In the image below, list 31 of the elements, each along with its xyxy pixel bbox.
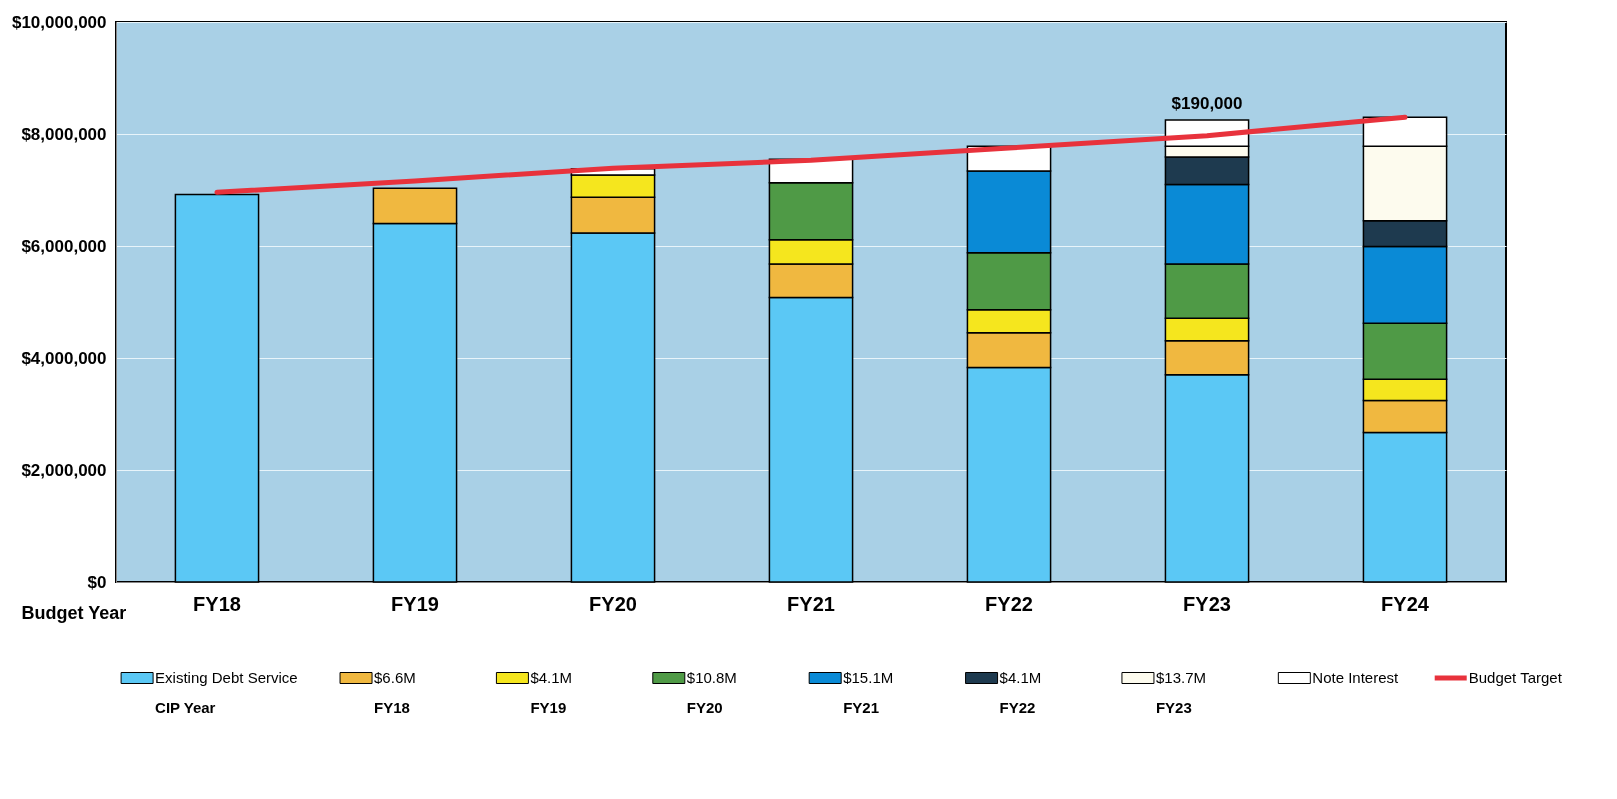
y-tick-label: $0 <box>87 572 107 592</box>
text: FY22 <box>999 699 1036 716</box>
x-tick-label: FY20 <box>589 592 637 615</box>
y-tick-label: $10,000,000 <box>11 12 107 32</box>
legend-label: $4.1M <box>530 669 573 686</box>
text: FY21 <box>843 699 880 716</box>
x-tick-label: FY23 <box>1183 592 1231 615</box>
y-tick-label: $4,000,000 <box>21 348 107 368</box>
legend-label: $13.7M <box>1155 669 1206 686</box>
x-tick-label: FY19 <box>391 592 439 615</box>
legend-label: $10.8M <box>686 669 737 686</box>
x-tick-label: FY21 <box>787 592 835 615</box>
legend-label: Note Interest <box>1312 669 1400 686</box>
legend-label: Budget Target <box>1468 669 1563 686</box>
legend-label: $4.1M <box>999 669 1042 686</box>
x-tick-label: FY22 <box>985 592 1033 615</box>
legend-label: Existing Debt Service <box>155 669 298 686</box>
x-axis-title: Budget Year <box>21 602 127 623</box>
annotation: $190,000 <box>1171 94 1243 114</box>
text: CIP Year <box>155 699 216 716</box>
x-tick-label: FY24 <box>1381 592 1430 615</box>
y-tick-label: $8,000,000 <box>21 124 107 144</box>
text: FY18 <box>374 699 410 716</box>
text: FY23 <box>1155 699 1192 716</box>
legend-label: $15.1M <box>843 669 894 686</box>
x-tick-label: FY18 <box>193 592 241 615</box>
text: FY20 <box>686 699 723 716</box>
y-tick-label: $6,000,000 <box>21 236 107 256</box>
legend-label: $6.6M <box>374 669 416 686</box>
text: FY19 <box>530 699 567 716</box>
y-tick-label: $2,000,000 <box>21 460 107 480</box>
